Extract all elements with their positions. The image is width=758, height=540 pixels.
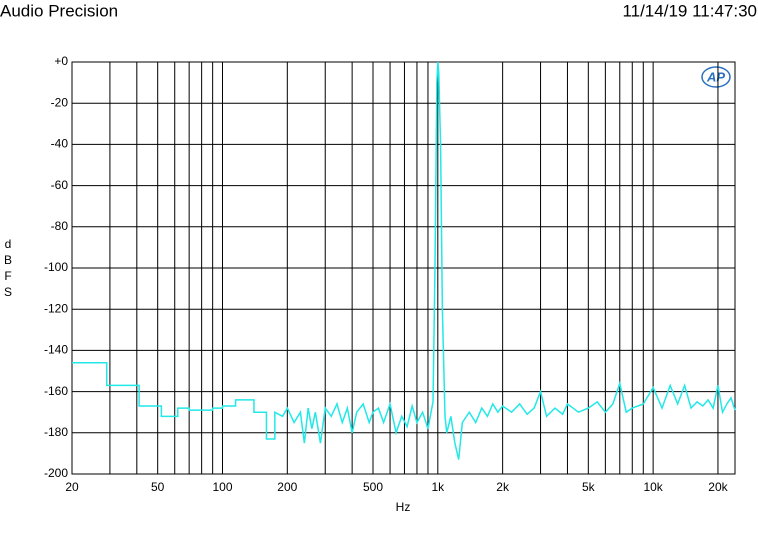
logo-text: AP bbox=[706, 69, 725, 84]
y-axis-label-letter: B bbox=[4, 253, 12, 267]
y-axis-label-letter: d bbox=[5, 237, 12, 251]
x-tick-label: 5k bbox=[582, 480, 596, 494]
x-tick-label: 50 bbox=[151, 480, 165, 494]
x-tick-label: 200 bbox=[277, 480, 297, 494]
y-axis-label-letter: F bbox=[4, 269, 11, 283]
y-tick-label: -160 bbox=[44, 384, 68, 398]
y-axis-label-letter: S bbox=[4, 285, 12, 299]
y-tick-label: -140 bbox=[44, 343, 68, 357]
x-tick-label: 10k bbox=[643, 480, 663, 494]
y-tick-label: -200 bbox=[44, 466, 68, 480]
y-tick-label: -100 bbox=[44, 260, 68, 274]
x-tick-label: 100 bbox=[212, 480, 232, 494]
x-tick-label: 20k bbox=[708, 480, 728, 494]
y-tick-label: -80 bbox=[51, 219, 69, 233]
app-title: Audio Precision bbox=[0, 1, 118, 20]
x-axis-label: Hz bbox=[396, 500, 411, 514]
logo: AP bbox=[701, 66, 731, 88]
timestamp: 11/14/19 11:47:30 bbox=[622, 1, 757, 20]
spectrum-line bbox=[72, 61, 736, 460]
y-tick-label: -180 bbox=[44, 425, 68, 439]
y-tick-label: -40 bbox=[51, 137, 69, 151]
y-tick-label: -20 bbox=[51, 95, 69, 109]
x-tick-label: 500 bbox=[363, 480, 383, 494]
x-tick-label: 1k bbox=[431, 480, 445, 494]
y-tick-label: +0 bbox=[54, 54, 68, 68]
x-tick-label: 2k bbox=[496, 480, 510, 494]
y-tick-label: -120 bbox=[44, 301, 68, 315]
x-tick-label: 20 bbox=[65, 480, 79, 494]
y-tick-label: -60 bbox=[51, 178, 69, 192]
